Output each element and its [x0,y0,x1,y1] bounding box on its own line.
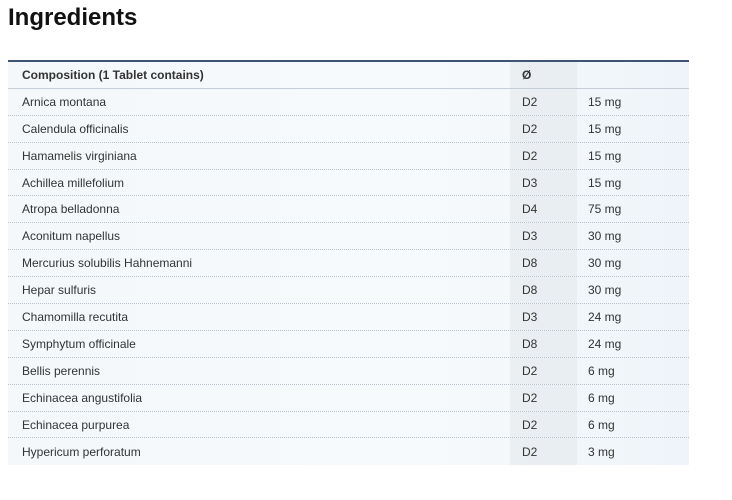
ingredient-name: Echinacea purpurea [22,417,130,432]
table-row: Aconitum napellus D3 30 mg [8,223,689,251]
amount: 6 mg [588,417,615,432]
potency: D3 [510,223,577,249]
amount: 30 mg [588,283,622,298]
potency: D8 [510,277,577,303]
potency: D3 [510,304,577,330]
potency: D4 [510,196,577,222]
table-row: Hamamelis virginiana D2 15 mg [8,143,689,170]
potency: D8 [510,331,577,357]
table-row: Hypericum perforatum D2 3 mg [8,438,689,465]
potency: D3 [510,170,577,196]
ingredient-name: Calendula officinalis [22,121,129,136]
table-row: Mercurius solubilis Hahnemanni D8 30 mg [8,250,689,278]
potency: D2 [510,116,577,142]
ingredient-name: Mercurius solubilis Hahnemanni [22,256,193,271]
ingredient-name: Bellis perennis [22,363,101,378]
potency: D2 [510,89,577,115]
table-row: Chamomilla recutita D3 24 mg [8,304,689,331]
ingredient-name: Arnica montana [22,94,107,109]
potency: D2 [510,143,577,169]
table-row: Echinacea angustifolia D2 6 mg [8,385,689,412]
amount: 24 mg [588,309,622,324]
amount: 15 mg [588,175,622,190]
table-row: Hepar sulfuris D8 30 mg [8,277,689,305]
page-title: Ingredients [8,4,138,31]
amount: 15 mg [588,94,622,109]
amount: 24 mg [588,336,622,351]
amount: 75 mg [588,202,622,217]
amount: 15 mg [588,148,622,163]
ingredients-table: Composition (1 Tablet contains) Ø Arnica… [8,60,689,466]
table-row: Calendula officinalis D2 15 mg [8,116,689,143]
potency: D8 [510,250,577,276]
ingredient-name: Aconitum napellus [22,229,121,244]
amount: 30 mg [588,229,622,244]
potency: D2 [510,385,577,411]
table-row: Atropa belladonna D4 75 mg [8,196,689,224]
table-row: Bellis perennis D2 6 mg [8,358,689,385]
ingredient-name: Atropa belladonna [22,202,120,217]
ingredient-name: Achillea millefolium [22,175,125,190]
table-row: Achillea millefolium D3 15 mg [8,170,689,197]
table-row: Arnica montana D2 15 mg [8,89,689,116]
table-row: Symphytum officinale D8 24 mg [8,331,689,358]
potency: D2 [510,412,577,438]
ingredient-name: Hypericum perforatum [22,444,141,459]
table-header: Composition (1 Tablet contains) Ø [8,62,689,89]
header-potency: Ø [510,62,577,88]
amount: 15 mg [588,121,622,136]
potency: D2 [510,438,577,465]
ingredient-name: Echinacea angustifolia [22,390,143,405]
amount: 6 mg [588,390,615,405]
ingredient-name: Hepar sulfuris [22,283,97,298]
ingredient-name: Symphytum officinale [22,336,136,351]
amount: 3 mg [588,444,615,459]
amount: 6 mg [588,363,615,378]
ingredient-name: Chamomilla recutita [22,309,129,324]
amount: 30 mg [588,256,622,271]
ingredient-name: Hamamelis virginiana [22,148,137,163]
potency: D2 [510,358,577,384]
header-composition: Composition (1 Tablet contains) [22,67,204,82]
table-row: Echinacea purpurea D2 6 mg [8,412,689,439]
